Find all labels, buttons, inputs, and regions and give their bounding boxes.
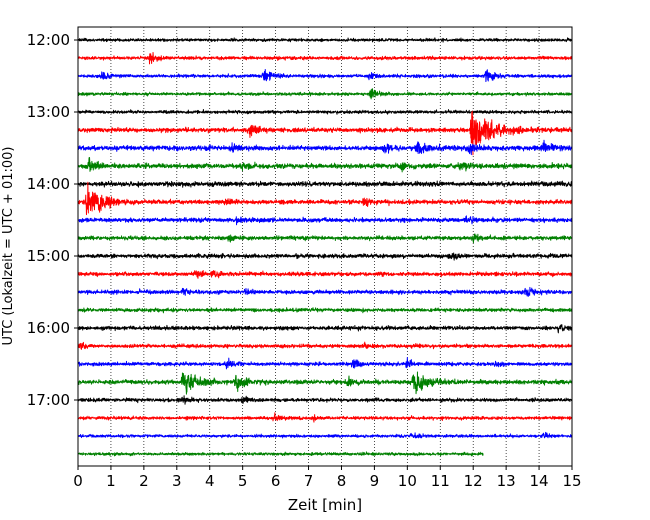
trace-1645 [77, 371, 573, 395]
x-tick-label-4: 4 [205, 472, 215, 490]
trace-layer [77, 37, 573, 457]
x-tick-label-15: 15 [562, 472, 581, 490]
y-tick-label-1400: 14:00 [27, 175, 70, 193]
x-axis-title: Zeit [min] [288, 496, 362, 514]
x-tick-label-5: 5 [238, 472, 248, 490]
x-tick-label-7: 7 [304, 472, 314, 490]
trace-1745 [77, 451, 484, 457]
x-tick-label-0: 0 [73, 472, 83, 490]
trace-1600 [77, 324, 573, 334]
trace-1700 [77, 395, 573, 405]
trace-1230 [77, 68, 573, 83]
y-tick-label-1300: 13:00 [27, 103, 70, 121]
x-tick-label-12: 12 [464, 472, 483, 490]
trace-1530 [77, 286, 573, 297]
x-tick-label-14: 14 [530, 472, 549, 490]
trace-1315 [77, 110, 573, 156]
trace-1400 [77, 180, 573, 188]
y-axis-title: UTC (Lokalzeit = UTC + 01:00) [1, 147, 16, 346]
trace-1630 [77, 357, 573, 370]
trace-1430 [77, 215, 573, 226]
trace-1200 [77, 37, 573, 43]
trace-1330 [77, 139, 573, 156]
trace-1415 [77, 181, 573, 216]
y-tick-label-1200: 12:00 [27, 31, 70, 49]
x-tick-label-8: 8 [337, 472, 347, 490]
x-tick-label-3: 3 [172, 472, 182, 490]
trace-1345 [77, 156, 573, 173]
grid-layer [110, 27, 540, 466]
x-tick-label-13: 13 [497, 472, 516, 490]
trace-1715 [77, 412, 573, 423]
trace-1215 [77, 51, 573, 65]
x-tick-label-10: 10 [398, 472, 417, 490]
x-tick-label-6: 6 [271, 472, 281, 490]
y-tick-label-1700: 17:00 [27, 391, 70, 409]
x-tick-label-1: 1 [106, 472, 116, 490]
y-tick-label-1600: 16:00 [27, 319, 70, 337]
plot-frame [77, 26, 573, 467]
trace-1445 [77, 233, 573, 244]
trace-1245 [77, 88, 573, 100]
trace-1730 [77, 431, 573, 439]
trace-1300 [77, 109, 573, 115]
trace-1545 [77, 307, 573, 314]
trace-1615 [77, 341, 573, 350]
trace-1500 [77, 252, 573, 261]
x-tick-label-2: 2 [139, 472, 149, 490]
x-tick-label-9: 9 [370, 472, 380, 490]
trace-1515 [77, 270, 573, 279]
x-tick-label-11: 11 [431, 472, 450, 490]
tick-layer: 0 1 2 3 4 5 6 7 8 9 10 11 12 13 14 1512:0013:0014:0015:… [27, 31, 582, 490]
y-tick-label-1500: 15:00 [27, 247, 70, 265]
